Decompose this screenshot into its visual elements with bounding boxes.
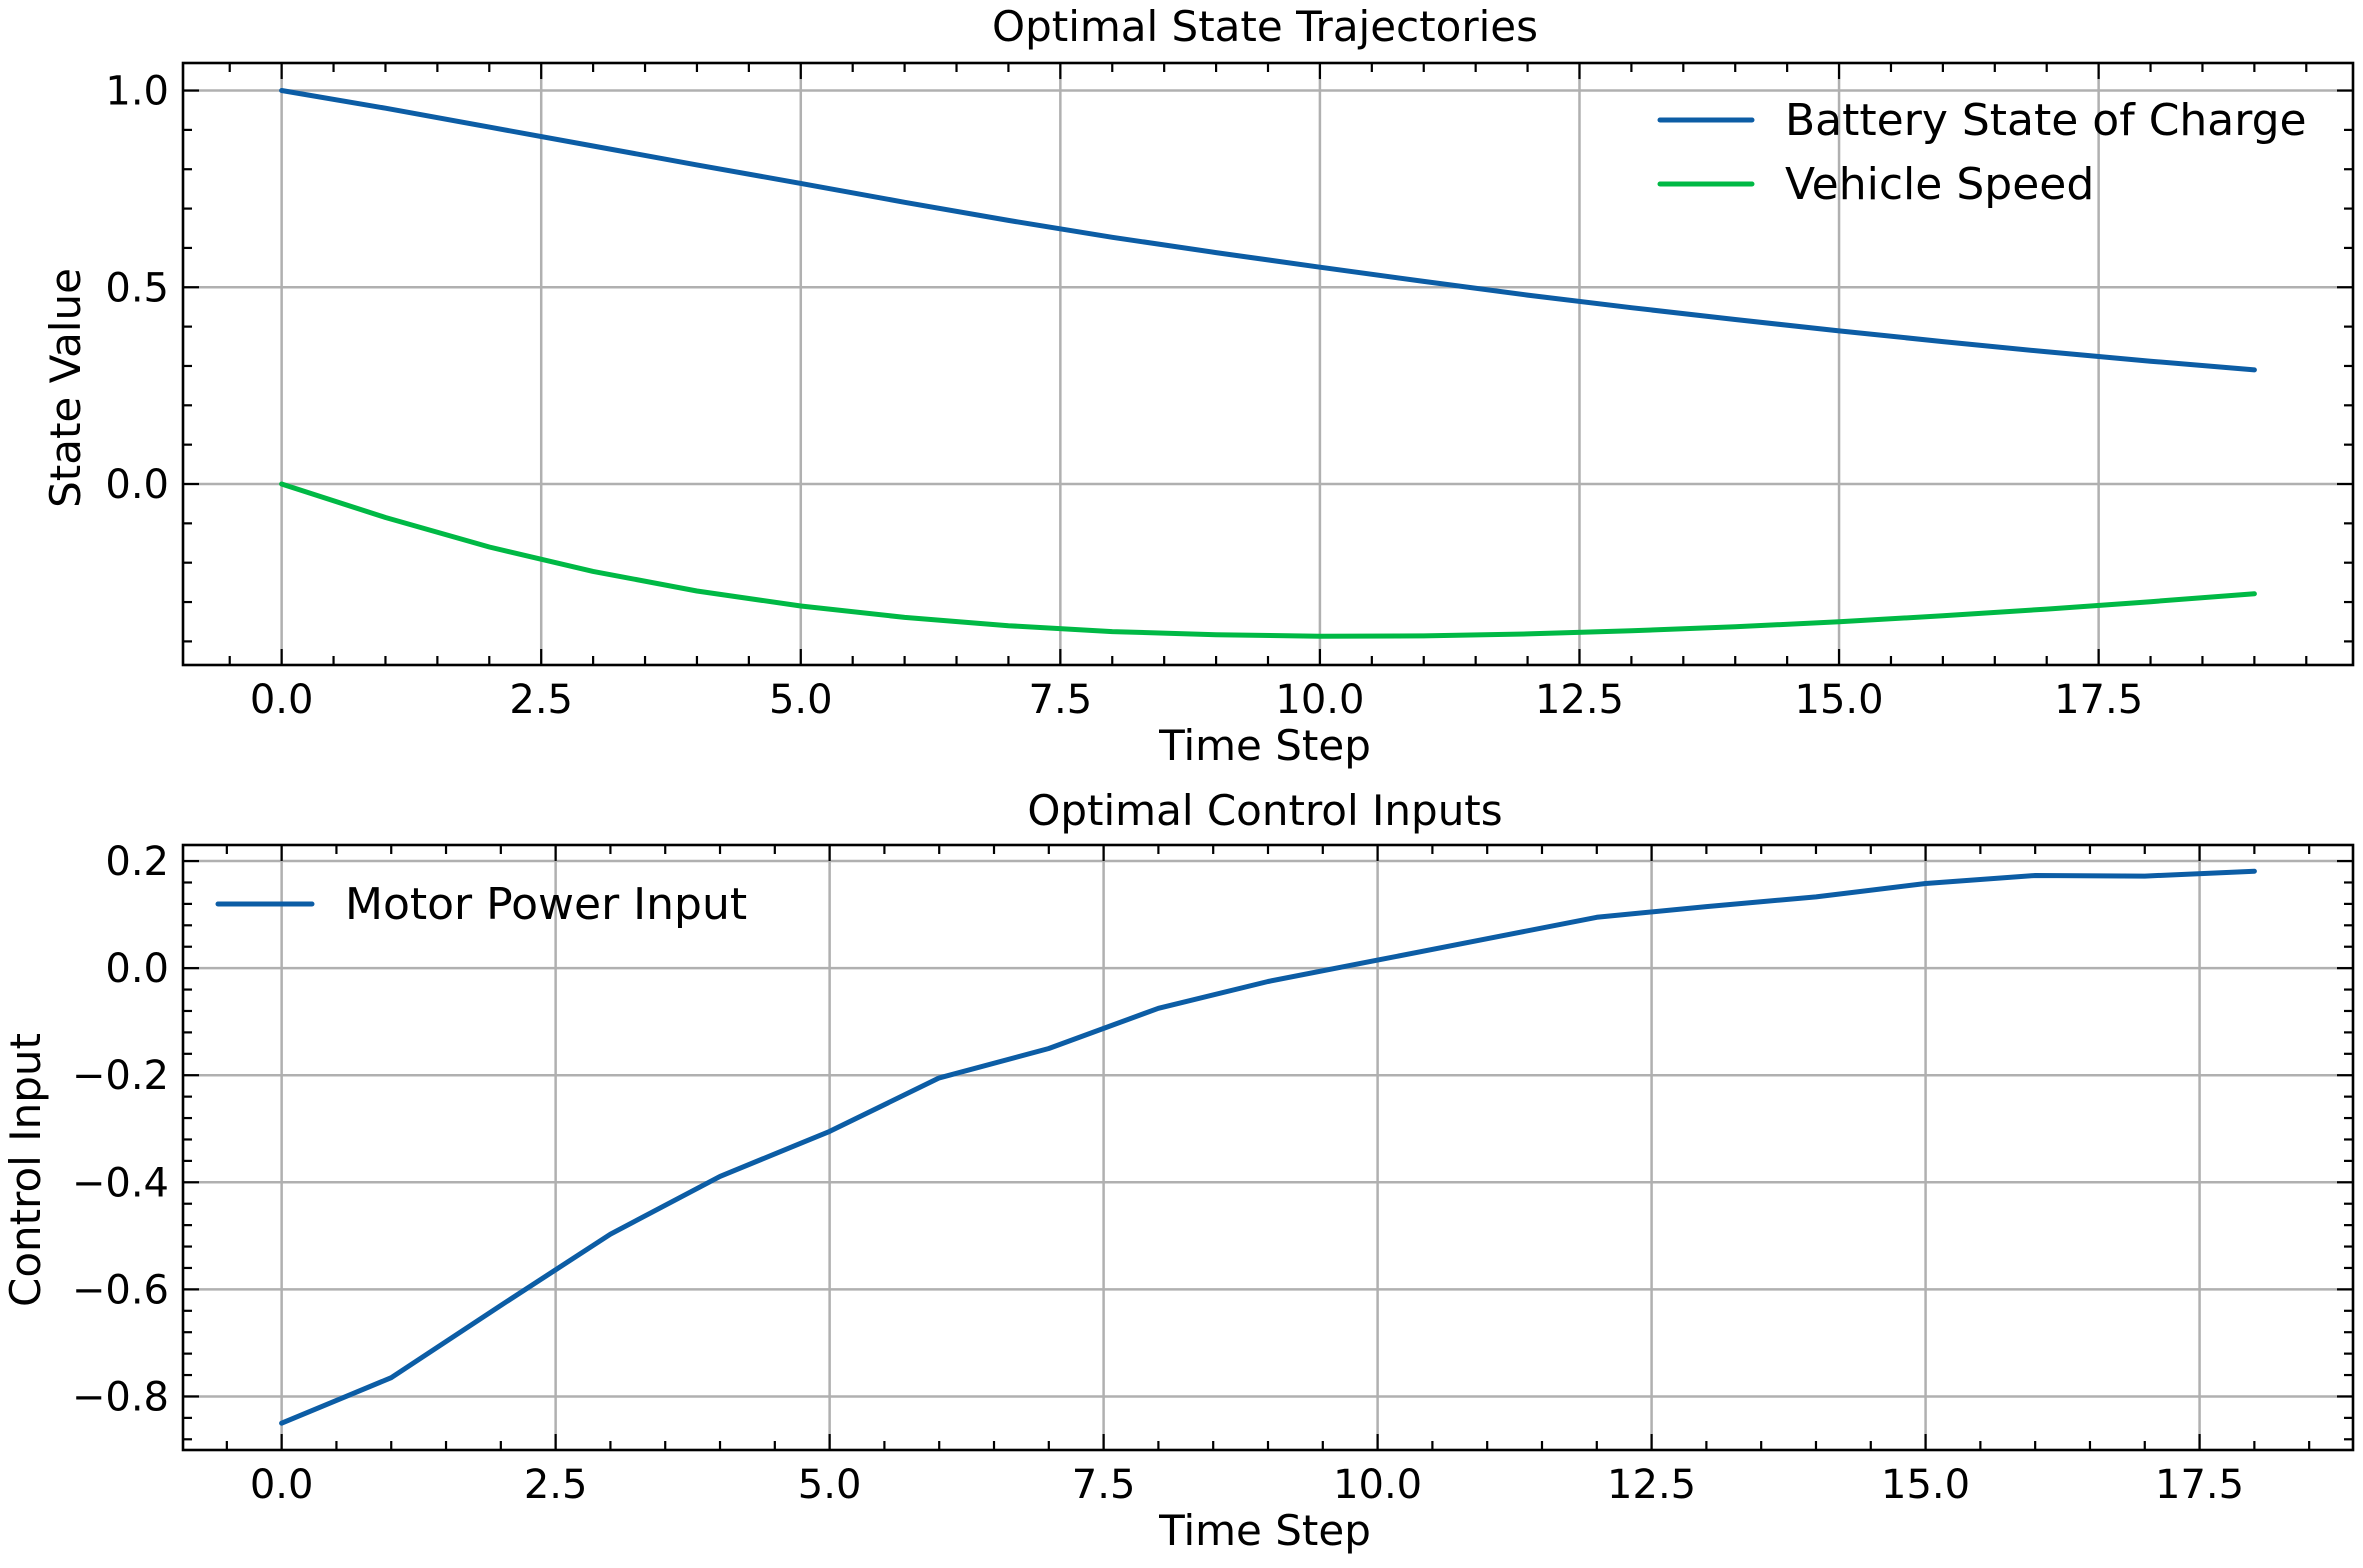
series-line: [279, 868, 2257, 1426]
x-tick-label: 10.0: [1275, 677, 1364, 723]
series-line: [279, 88, 2257, 373]
x-tick-label: 12.5: [1535, 677, 1624, 723]
y-tick-label: −0.6: [72, 1267, 169, 1313]
x-tick-label: 5.0: [769, 677, 833, 723]
y-tick-label: 0.5: [105, 265, 169, 311]
series-lines: [279, 868, 2257, 1426]
x-tick-label: 15.0: [1795, 677, 1884, 723]
y-tick-label: −0.2: [72, 1053, 169, 1099]
state-trajectories-chart: Optimal State Trajectories Time Step Sta…: [41, 2, 2355, 770]
axes: [181, 61, 2355, 667]
x-tick-label: 7.5: [1072, 1462, 1136, 1508]
x-tick-label: 17.5: [2155, 1462, 2244, 1508]
legend-label: Vehicle Speed: [1785, 159, 2094, 210]
x-tick-label: 5.0: [798, 1462, 862, 1508]
x-tick-label: 12.5: [1607, 1462, 1696, 1508]
series-lines: [279, 88, 2257, 639]
y-tick-label: −0.8: [72, 1374, 169, 1420]
tick-labels: 0.0 2.5 5.0 7.5 10.0 12.5 15.0 17.5 −0.8 −0.6 −0.4…: [72, 839, 2244, 1508]
grid: [183, 63, 2353, 665]
x-tick-label: 10.0: [1333, 1462, 1422, 1508]
series-line: [279, 481, 2257, 639]
y-tick-label: 1.0: [105, 69, 169, 115]
legend: Motor Power Input: [215, 879, 747, 930]
x-axis-label: Time Step: [1158, 721, 1371, 770]
x-tick-label: 0.0: [250, 1462, 314, 1508]
y-axis-label: Control Input: [1, 1033, 50, 1307]
axes-frame: [181, 843, 2355, 1452]
control-inputs-chart: Optimal Control Inputs Time Step Control…: [1, 786, 2355, 1555]
x-tick-label: 0.0: [250, 677, 314, 723]
x-tick-label: 2.5: [509, 677, 573, 723]
x-tick-label: 15.0: [1881, 1462, 1970, 1508]
chart-title: Optimal Control Inputs: [1027, 786, 1502, 835]
y-tick-label: 0.2: [105, 839, 169, 885]
y-tick-label: −0.4: [72, 1160, 169, 1206]
legend: Battery State of Charge Vehicle Speed: [1657, 95, 2307, 210]
axes: [181, 843, 2355, 1452]
chart-title: Optimal State Trajectories: [992, 2, 1538, 51]
x-axis-label: Time Step: [1158, 1506, 1371, 1555]
grid: [183, 845, 2353, 1450]
x-tick-label: 17.5: [2054, 677, 2143, 723]
y-tick-label: 0.0: [105, 946, 169, 992]
x-tick-label: 7.5: [1029, 677, 1093, 723]
x-tick-label: 2.5: [524, 1462, 588, 1508]
legend-label: Motor Power Input: [345, 879, 747, 930]
y-axis-label: State Value: [41, 268, 90, 508]
axes-frame: [181, 61, 2355, 667]
legend-label: Battery State of Charge: [1785, 95, 2307, 146]
tick-labels: 0.0 2.5 5.0 7.5 10.0 12.5 15.0 17.5 0.0 0.5 1.0: [105, 69, 2143, 723]
y-tick-label: 0.0: [105, 462, 169, 508]
